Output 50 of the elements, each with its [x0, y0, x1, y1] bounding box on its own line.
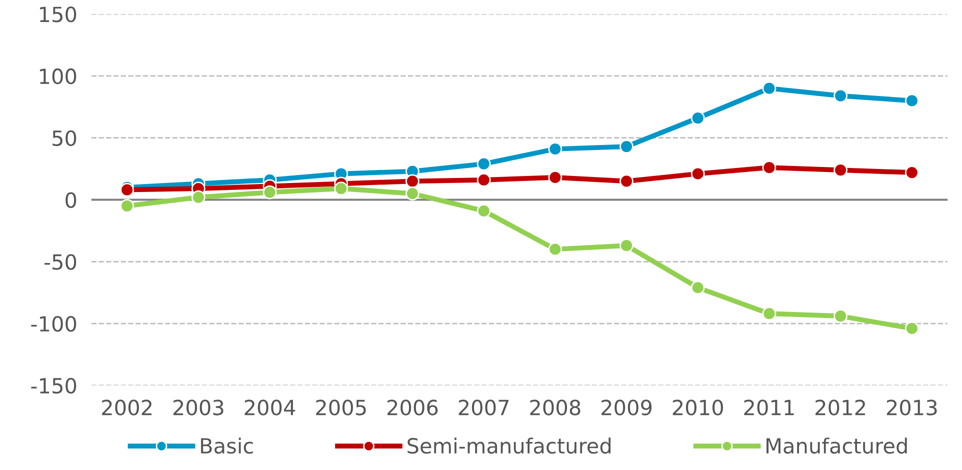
point: [762, 306, 776, 321]
point: [690, 280, 705, 295]
point: [406, 174, 420, 188]
point: [334, 182, 348, 196]
point: [476, 156, 491, 171]
point: [762, 81, 776, 96]
point: [690, 111, 705, 126]
point: [620, 140, 634, 154]
point: [690, 166, 705, 181]
point: [620, 174, 634, 188]
x-tick-label: 2004: [244, 400, 296, 416]
point: [120, 198, 134, 213]
point: [904, 94, 919, 108]
x-tick-label: 2002: [102, 400, 152, 416]
x-tick-label: 2006: [387, 400, 438, 416]
point: [834, 163, 848, 177]
y-tick-label: -100: [31, 316, 76, 332]
point: [406, 186, 420, 201]
point: [120, 182, 134, 197]
point: [620, 238, 634, 252]
point: [834, 88, 848, 103]
x-tick-label: 2013: [886, 400, 937, 416]
x-tick-label: 2005: [316, 400, 366, 416]
y-tick-label: 0: [66, 192, 76, 208]
y-tick-label: 150: [40, 6, 76, 22]
x-tick-label: 2011: [744, 400, 794, 416]
y-tick-label: -150: [31, 378, 76, 394]
y-tick-label: -50: [44, 254, 76, 270]
point: [548, 242, 562, 256]
point: [834, 309, 848, 324]
legend-label: Semi-manufactured: [408, 438, 611, 454]
x-tick-label: 2009: [602, 400, 652, 416]
point: [191, 190, 206, 204]
point: [904, 166, 919, 180]
y-tick-label: 50: [52, 130, 76, 146]
x-tick-label: 2010: [672, 400, 723, 416]
point: [476, 173, 491, 187]
x-tick-label: 2008: [530, 400, 580, 416]
x-tick-label: 2003: [173, 400, 224, 416]
x-tick-label: 2007: [458, 400, 509, 416]
x-tick-label: 2012: [816, 400, 865, 416]
point: [476, 204, 491, 218]
point: [904, 322, 919, 336]
point: [262, 185, 277, 200]
point: [548, 170, 562, 184]
y-tick-label: 100: [40, 68, 76, 84]
legend-label: Manufactured: [766, 438, 907, 454]
point: [762, 160, 776, 175]
legend-label: Basic: [201, 438, 253, 454]
point: [548, 142, 562, 156]
